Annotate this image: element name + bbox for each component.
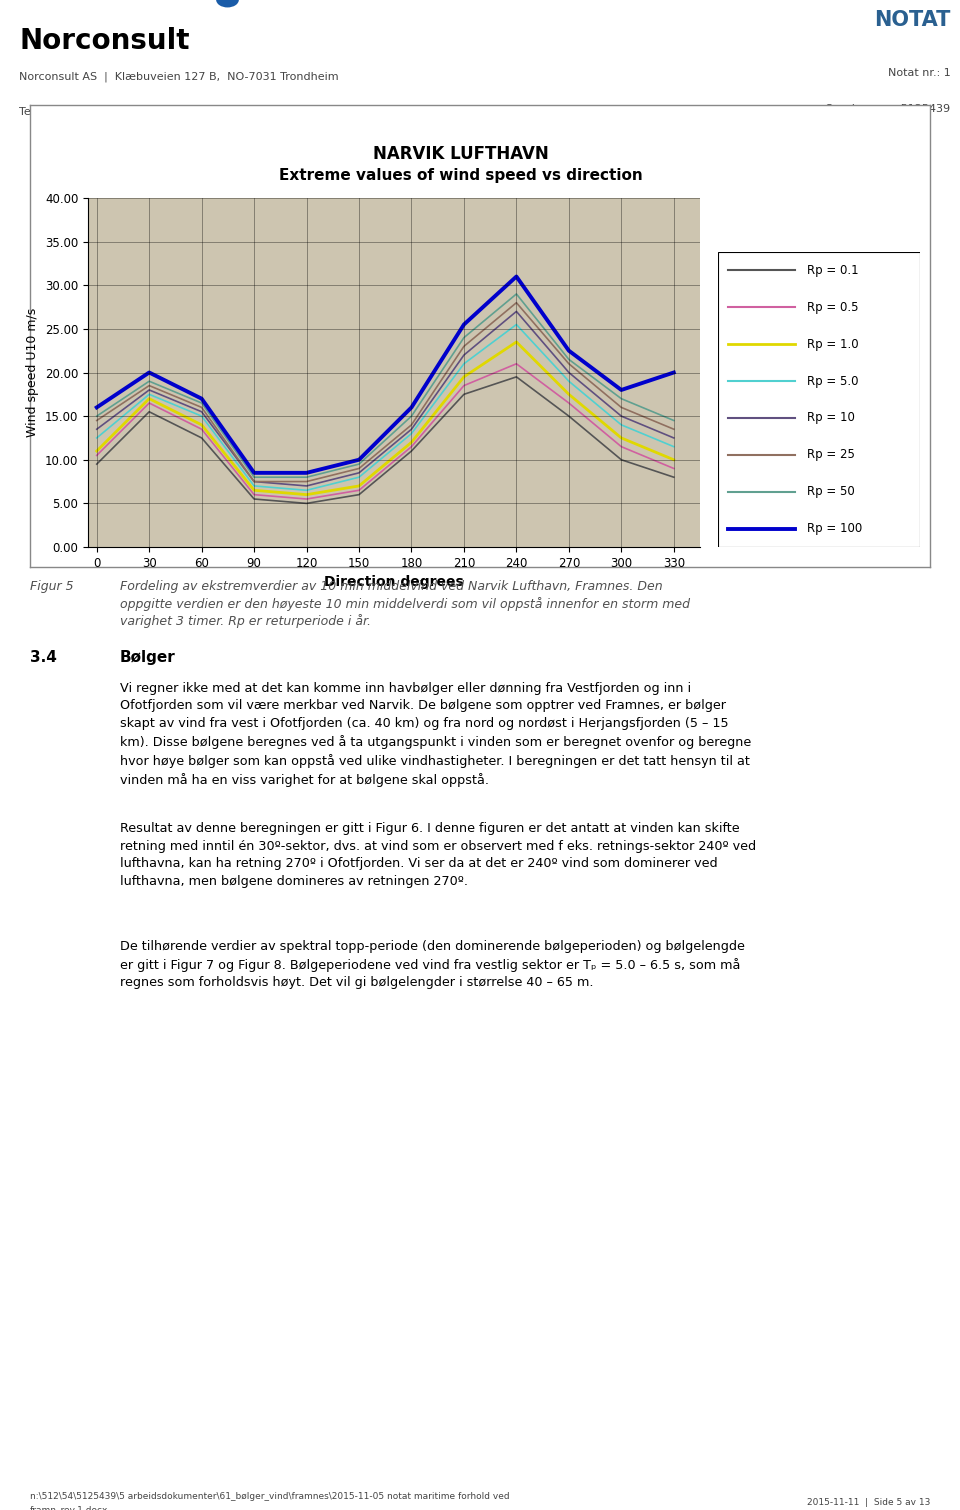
Text: Rp = 0.1: Rp = 0.1	[806, 264, 858, 276]
Text: oppgitte verdien er den høyeste 10 min middelverdi som vil oppstå innenfor en st: oppgitte verdien er den høyeste 10 min m…	[120, 596, 690, 612]
Text: Fordeling av ekstremverdier av 10 min middelvind ved Narvik Lufthavn, Framnes. D: Fordeling av ekstremverdier av 10 min mi…	[120, 580, 662, 593]
X-axis label: Direction degrees: Direction degrees	[324, 575, 464, 589]
Ellipse shape	[216, 0, 239, 8]
Text: Figur 5: Figur 5	[30, 580, 74, 593]
Text: NOTAT: NOTAT	[874, 9, 950, 30]
Text: n:\512\54\5125439\5 arbeidsdokumenter\61_bølger_vind\framnes\2015-11-05 notat ma: n:\512\54\5125439\5 arbeidsdokumenter\61…	[30, 1492, 510, 1501]
Text: Oppdragsnr.: 5125439: Oppdragsnr.: 5125439	[826, 104, 950, 115]
Text: 2015-11-11  |  Side 5 av 13: 2015-11-11 | Side 5 av 13	[806, 1498, 930, 1507]
Text: Rp = 5.0: Rp = 5.0	[806, 374, 858, 388]
Text: Rp = 25: Rp = 25	[806, 448, 854, 462]
Text: Rp = 10: Rp = 10	[806, 411, 854, 424]
Text: Extreme values of wind speed vs direction: Extreme values of wind speed vs directio…	[279, 168, 642, 183]
Text: Rp = 0.5: Rp = 0.5	[806, 300, 858, 314]
Text: Notat nr.: 1: Notat nr.: 1	[888, 68, 950, 79]
Text: varighet 3 timer. Rp er returperiode i år.: varighet 3 timer. Rp er returperiode i å…	[120, 615, 371, 628]
Text: framn_rev.1.docx: framn_rev.1.docx	[30, 1505, 108, 1510]
Text: 3.4: 3.4	[30, 649, 57, 664]
Y-axis label: Wind speed U10 m/s: Wind speed U10 m/s	[26, 308, 39, 436]
Text: Vi regner ikke med at det kan komme inn havbølger eller dønning fra Vestfjorden : Vi regner ikke med at det kan komme inn …	[120, 683, 752, 787]
Text: NARVIK LUFTHAVN: NARVIK LUFTHAVN	[372, 145, 549, 163]
Text: Bølger: Bølger	[120, 649, 176, 664]
Text: Rp = 50: Rp = 50	[806, 485, 854, 498]
Text: Tel: +47 67 57 10 00  |  Fax: +47 67 54 45 76: Tel: +47 67 57 10 00 | Fax: +47 67 54 45…	[19, 106, 273, 116]
Text: Norconsult AS  |  Klæbuveien 127 B,  NO-7031 Trondheim: Norconsult AS | Klæbuveien 127 B, NO-703…	[19, 71, 339, 82]
Text: De tilhørende verdier av spektral topp-periode (den dominerende bølgeperioden) o: De tilhørende verdier av spektral topp-p…	[120, 941, 745, 989]
Text: Resultat av denne beregningen er gitt i Figur 6. I denne figuren er det antatt a: Resultat av denne beregningen er gitt i …	[120, 821, 756, 888]
Text: Rp = 1.0: Rp = 1.0	[806, 338, 858, 350]
Text: Rp = 100: Rp = 100	[806, 522, 862, 535]
Text: Norconsult: Norconsult	[19, 27, 190, 54]
